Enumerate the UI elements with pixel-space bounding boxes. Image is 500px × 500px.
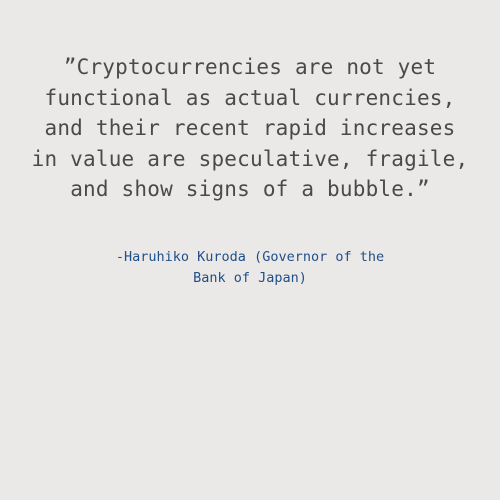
quote-line: and their recent rapid increases [44,116,456,140]
attribution-line: -Haruhiko Kuroda (Governor of the [115,249,385,265]
quote-text: ”Cryptocurrencies are not yet functional… [0,52,500,205]
quote-attribution: -Haruhiko Kuroda (Governor of the Bank o… [0,247,500,289]
quote-line: functional as actual currencies, [44,85,456,110]
quote-line: and show signs of a bubble.” [70,177,430,201]
attribution-line: Bank of Japan) [193,270,307,286]
quote-line: ”Cryptocurrencies are not yet [63,55,437,79]
quote-line: in value are speculative, fragile, [31,146,469,171]
